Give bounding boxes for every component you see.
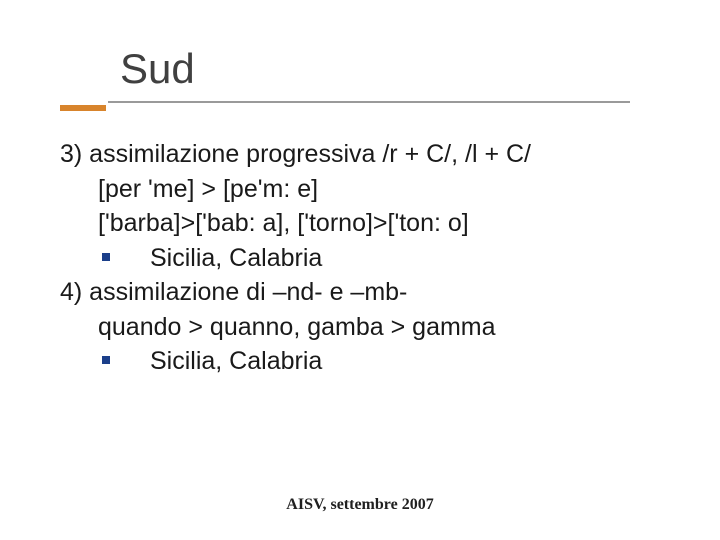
bullet-label: Sicilia, Calabria — [150, 244, 322, 272]
square-bullet-icon — [102, 253, 110, 261]
bullet-item: Sicilia, Calabria — [102, 241, 690, 276]
slide-footer: AISV, settembre 2007 — [0, 496, 720, 514]
slide: Sud 3) assimilazione progressiva /r + C/… — [0, 0, 720, 540]
square-bullet-icon — [102, 356, 110, 364]
bullet-item: Sicilia, Calabria — [102, 344, 690, 379]
title-area: Sud — [120, 45, 690, 109]
content-body: 3) assimilazione progressiva /r + C/, /l… — [60, 137, 690, 379]
bullet-label: Sicilia, Calabria — [150, 347, 322, 375]
text-line: quando > quanno, gamba > gamma — [98, 310, 690, 345]
text-line: 4) assimilazione di –nd- e –mb- — [60, 275, 690, 310]
text-line: ['barba]>['bab: a], ['torno]>['ton: o] — [98, 206, 690, 241]
title-underline — [60, 99, 630, 109]
text-line: 3) assimilazione progressiva /r + C/, /l… — [60, 137, 690, 172]
underline-long — [108, 101, 630, 103]
underline-short — [60, 105, 106, 111]
slide-title: Sud — [120, 45, 690, 93]
text-line: [per 'me] > [pe'm: e] — [98, 172, 690, 207]
